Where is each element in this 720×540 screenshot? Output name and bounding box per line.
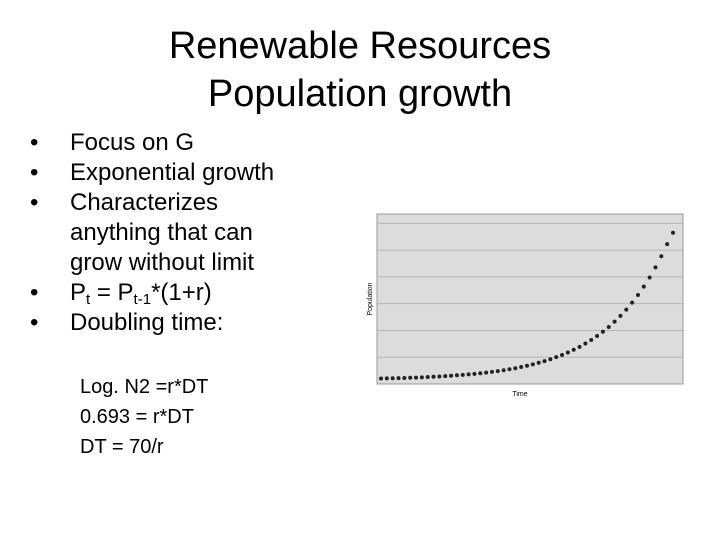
bullet-text: Focus on G	[70, 129, 195, 156]
data-point	[595, 333, 600, 338]
sub-item: DT = 70/r	[80, 436, 164, 458]
data-point	[583, 341, 588, 346]
data-point	[466, 372, 471, 377]
sub-item: Log. N2 =r*DT	[80, 376, 209, 398]
formula-p: P	[70, 279, 87, 306]
bullet-glyph: •	[30, 159, 39, 186]
bullet-text-line: anything that can	[70, 219, 253, 246]
data-point	[548, 357, 553, 362]
bullet-item: • Focus on G	[30, 128, 360, 158]
data-point	[513, 366, 518, 371]
exponential-growth-chart: Time Population	[367, 213, 684, 398]
data-point	[618, 313, 623, 318]
data-point	[472, 371, 477, 376]
data-point	[454, 373, 459, 378]
data-point	[671, 230, 675, 235]
data-point	[630, 300, 635, 305]
data-point	[396, 376, 401, 381]
doubling-time-sublist: Log. N2 =r*DT 0.693 = r*DT DT = 70/r	[80, 372, 208, 462]
bullet-item-formula: • Pt = Pt-1*(1+r)	[30, 278, 360, 308]
x-axis-label: Time	[512, 391, 527, 398]
bullet-glyph: •	[30, 309, 39, 336]
data-point	[379, 376, 383, 381]
bullet-item: • Doubling time:	[30, 308, 360, 338]
data-point	[560, 352, 565, 357]
data-point	[606, 324, 611, 329]
data-point	[507, 367, 512, 372]
formula-equals: = P	[90, 279, 134, 306]
bullet-text-line: Characterizes	[70, 189, 219, 216]
data-point	[425, 375, 430, 380]
y-axis-label: Population	[367, 282, 374, 315]
data-point	[554, 355, 559, 360]
data-point	[653, 265, 658, 270]
title-line-2: Population growth	[207, 73, 513, 115]
sub-item: 0.693 = r*DT	[80, 406, 194, 428]
data-point	[612, 319, 617, 324]
data-point	[414, 375, 419, 380]
formula-tail: *(1+r)	[151, 279, 212, 306]
slide-title: Renewable Resources Population growth	[0, 22, 720, 118]
data-point	[390, 376, 395, 381]
data-point	[495, 369, 500, 374]
data-point	[419, 375, 424, 380]
title-line-1: Renewable Resources	[168, 25, 552, 67]
data-point	[402, 375, 407, 380]
data-point	[530, 362, 535, 367]
data-point	[571, 347, 576, 352]
data-point	[525, 363, 529, 368]
data-point	[437, 374, 442, 379]
data-point	[565, 350, 570, 355]
plot-area	[376, 213, 684, 385]
data-point	[484, 370, 489, 375]
data-point	[449, 373, 454, 378]
data-point	[489, 369, 494, 374]
data-point	[478, 371, 483, 376]
data-point	[577, 344, 582, 349]
data-point	[665, 242, 670, 247]
bullet-glyph: •	[30, 189, 39, 216]
data-point	[641, 284, 646, 289]
bullet-list: • Focus on G • Exponential growth • Char…	[30, 128, 360, 338]
bullet-item: • Exponential growth	[30, 158, 360, 188]
bullet-text: Doubling time:	[70, 309, 224, 336]
bullet-text: Exponential growth	[70, 159, 275, 186]
data-point	[536, 360, 541, 365]
formula-subscript-t: t	[86, 291, 91, 308]
data-point	[501, 368, 506, 373]
bullet-glyph: •	[30, 129, 39, 156]
data-point	[519, 365, 524, 370]
data-point	[600, 329, 605, 334]
data-points	[379, 230, 675, 381]
data-point	[635, 293, 640, 298]
data-point	[431, 374, 436, 379]
formula-subscript-t-minus-1: t-1	[133, 291, 152, 308]
data-point	[542, 359, 547, 364]
bullet-text-line: grow without limit	[70, 249, 255, 276]
data-point	[443, 374, 448, 379]
data-point	[408, 375, 413, 380]
data-point	[460, 372, 465, 377]
data-point	[589, 337, 594, 342]
data-point	[659, 254, 664, 259]
data-point	[624, 307, 629, 312]
bullet-glyph: •	[30, 279, 39, 306]
data-point	[647, 275, 652, 280]
data-point	[384, 376, 389, 381]
bullet-item: • Characterizes anything that can grow w…	[30, 188, 360, 278]
